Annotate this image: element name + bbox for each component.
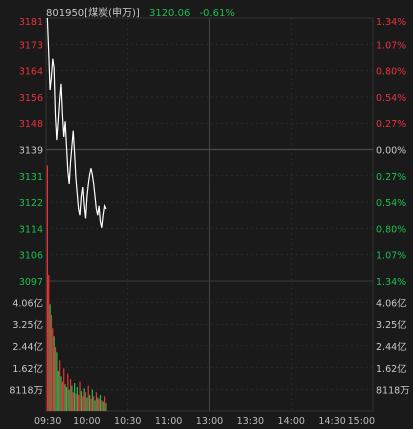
- volume-bar: [80, 390, 83, 411]
- volume-tick-left: 1.62亿: [12, 363, 43, 375]
- volume-tick-left: 4.06亿: [12, 298, 43, 310]
- volume-bar: [57, 370, 59, 411]
- y-tick-right: 0.80%: [376, 67, 406, 78]
- volume-bar: [87, 385, 89, 411]
- volume-tick-right: 1.62亿: [376, 363, 407, 375]
- volume-bar: [64, 384, 66, 411]
- volume-bar: [59, 360, 61, 411]
- volume-tick-left: 2.44亿: [12, 341, 43, 353]
- volume-bar: [52, 328, 54, 411]
- volume-tick-right: 4.06亿: [376, 298, 407, 310]
- x-tick-label: 14:30: [318, 416, 345, 427]
- y-tick-right: 0.80%: [376, 224, 406, 235]
- volume-bar: [67, 373, 69, 411]
- x-tick-label: 09:30: [34, 416, 61, 427]
- y-tick-right: 0.00%: [376, 146, 406, 157]
- volume-bar: [71, 385, 73, 411]
- y-tick-left: 3097: [19, 277, 43, 288]
- volume-bar: [98, 398, 100, 411]
- y-tick-left: 3114: [19, 224, 43, 235]
- volume-bar: [63, 368, 65, 411]
- volume-bar: [102, 401, 104, 411]
- volume-bar: [65, 386, 68, 411]
- volume-bar: [79, 381, 81, 411]
- volume-bar: [76, 386, 78, 411]
- volume-tick-right: 3.25亿: [376, 319, 407, 331]
- volume-bar: [82, 396, 84, 411]
- price-change-percent: -0.61%: [199, 8, 235, 19]
- y-tick-right: 0.27%: [376, 172, 406, 183]
- x-tick-label: 10:00: [73, 416, 100, 427]
- y-tick-left: 3106: [19, 251, 43, 262]
- chart-header: 801950[煤炭(申万)] 3120.06 -0.61%: [46, 4, 241, 19]
- x-tick-label: 13:00: [196, 416, 223, 427]
- volume-bar: [95, 392, 98, 411]
- volume-bar: [49, 304, 51, 411]
- index-code-name: 801950[煤炭(申万)]: [46, 8, 140, 19]
- y-tick-left: 3122: [19, 198, 43, 209]
- y-tick-left: 3139: [19, 146, 43, 157]
- volume-tick-right: 2.44亿: [376, 341, 407, 353]
- volume-bar: [88, 394, 91, 411]
- volume-bar: [97, 397, 99, 411]
- y-tick-left: 3148: [19, 119, 43, 130]
- volume-bar: [103, 396, 106, 411]
- volume-bar: [69, 378, 72, 411]
- y-tick-left: 3131: [19, 172, 43, 183]
- volume-tick-left: 3.25亿: [12, 319, 43, 331]
- x-tick-label: 10:30: [114, 416, 141, 427]
- volume-bar: [72, 392, 74, 411]
- x-tick-label: 11:00: [155, 416, 182, 427]
- y-tick-right: 1.07%: [376, 251, 406, 262]
- volume-bar: [48, 274, 50, 411]
- price-line: [46, 17, 107, 228]
- volume-bar: [84, 392, 87, 411]
- y-tick-right: 1.34%: [376, 17, 406, 28]
- current-price: 3120.06: [148, 8, 191, 19]
- y-tick-right: 0.27%: [376, 119, 406, 130]
- volume-bar: [94, 400, 96, 411]
- volume-bar: [78, 394, 80, 411]
- volume-bar: [53, 336, 55, 411]
- y-tick-right: 1.07%: [376, 40, 406, 51]
- y-tick-left: 3181: [19, 17, 43, 28]
- volume-bar: [68, 389, 70, 411]
- volume-tick-right: 8118万: [376, 385, 410, 396]
- x-tick-label: 13:30: [237, 416, 264, 427]
- volume-bar: [101, 400, 103, 411]
- volume-bar: [99, 394, 102, 411]
- volume-bar: [61, 381, 63, 411]
- y-tick-left: 3164: [19, 67, 43, 78]
- volume-bar: [91, 389, 93, 411]
- volume-bar: [50, 314, 53, 411]
- x-tick-label: 14:00: [278, 416, 305, 427]
- y-tick-right: 0.54%: [376, 93, 406, 104]
- volume-bar: [105, 402, 107, 411]
- y-tick-left: 3173: [19, 40, 43, 51]
- volume-bar: [56, 352, 58, 411]
- volume-bar: [73, 382, 76, 411]
- y-tick-right: 1.34%: [376, 277, 406, 288]
- y-tick-left: 3156: [19, 93, 43, 104]
- volume-bar: [90, 398, 92, 411]
- volume-tick-left: 8118万: [9, 385, 43, 396]
- volume-bar: [86, 397, 88, 411]
- x-tick-label: 15:00: [348, 416, 375, 427]
- y-tick-right: 0.54%: [376, 198, 406, 209]
- volume-bar: [83, 388, 85, 411]
- volume-bar: [93, 396, 95, 411]
- volume-bar: [60, 376, 62, 411]
- volume-bar: [54, 346, 57, 411]
- volume-bar: [46, 165, 48, 411]
- volume-bar: [75, 393, 77, 411]
